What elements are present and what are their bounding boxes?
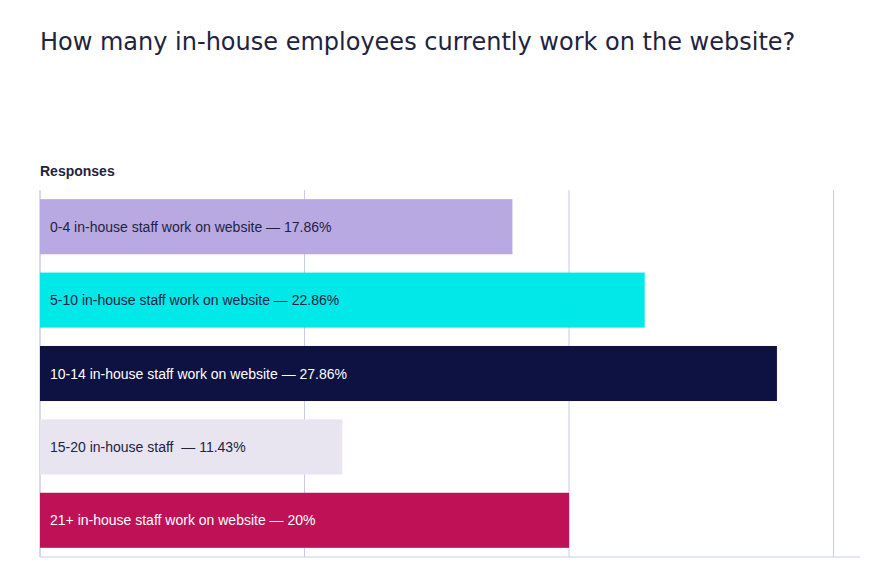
title: How many in-house employees currently wo… xyxy=(40,28,795,56)
chart-container: How many in-house employees currently wo… xyxy=(0,0,893,581)
axis-label: Responses xyxy=(40,163,115,179)
bar xyxy=(40,346,777,401)
bar xyxy=(40,199,512,254)
category-label: 5-10 in-house staff work on website — 22… xyxy=(50,292,339,308)
x-axis-line xyxy=(40,557,860,558)
category-label: 15-20 in-house staff — 11.43% xyxy=(50,439,246,455)
category-label: 10-14 in-house staff work on website — 2… xyxy=(50,366,347,382)
bar xyxy=(40,493,569,548)
chart: How many in-house employees currently wo… xyxy=(0,0,893,581)
bars xyxy=(40,199,777,548)
bar xyxy=(40,273,645,328)
category-label: 0-4 in-house staff work on website — 17.… xyxy=(50,219,331,235)
bar xyxy=(40,419,342,474)
grid-line xyxy=(833,190,834,557)
category-label: 21+ in-house staff work on website — 20% xyxy=(50,512,316,528)
